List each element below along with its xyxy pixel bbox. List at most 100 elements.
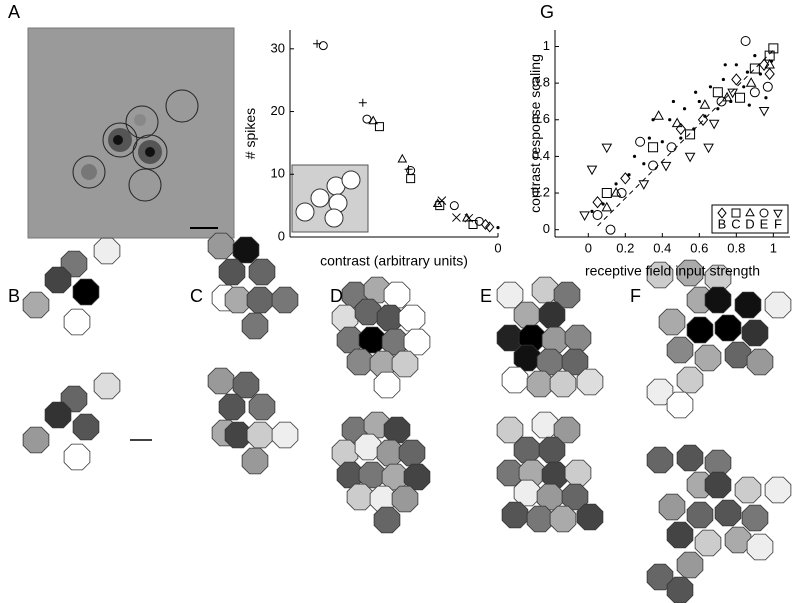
- marker: [592, 210, 603, 221]
- marker: [651, 118, 655, 122]
- cell: [496, 324, 524, 352]
- marker: [675, 122, 686, 136]
- marker: [742, 85, 746, 89]
- cell: [248, 393, 276, 421]
- cell: [207, 232, 235, 260]
- panel-label: A: [8, 2, 20, 22]
- cell: [358, 326, 386, 354]
- cell: [741, 504, 769, 532]
- cell: [232, 236, 260, 264]
- marker: [653, 110, 664, 120]
- panel-label: G: [540, 2, 554, 22]
- marker: [731, 208, 741, 218]
- legend-label: C: [731, 216, 740, 231]
- cell: [658, 493, 686, 521]
- marker: [753, 54, 757, 58]
- cell: [218, 393, 246, 421]
- cell: [526, 370, 554, 398]
- marker: [464, 213, 474, 223]
- cell: [704, 286, 732, 314]
- x-tick-label: 0: [494, 240, 501, 255]
- cell: [398, 439, 426, 467]
- cell: [549, 505, 577, 533]
- y-tick-label: 0.6: [532, 111, 550, 126]
- cell: [93, 372, 121, 400]
- marker: [647, 136, 651, 140]
- marker: [586, 165, 598, 176]
- marker: [671, 117, 683, 128]
- cell: [373, 506, 401, 534]
- marker: [723, 63, 727, 67]
- marker: [749, 87, 760, 98]
- cell: [501, 366, 529, 394]
- cell: [646, 446, 674, 474]
- cell: [646, 563, 674, 591]
- marker: [616, 188, 627, 199]
- cell: [271, 421, 299, 449]
- marker: [703, 114, 707, 118]
- cell: [694, 344, 722, 372]
- x-tick-label: 0: [585, 240, 592, 255]
- marker: [684, 152, 696, 163]
- cell: [232, 371, 260, 399]
- cell: [538, 436, 566, 464]
- marker: [762, 81, 773, 92]
- cell: [576, 503, 604, 531]
- marker: [358, 98, 367, 107]
- cell: [60, 250, 88, 278]
- cell: [513, 344, 541, 372]
- cell: [513, 436, 541, 464]
- cell: [501, 501, 529, 529]
- cell: [666, 521, 694, 549]
- marker: [601, 202, 605, 206]
- marker: [610, 187, 622, 197]
- cell: [207, 367, 235, 395]
- y-tick-label: 30: [271, 40, 285, 55]
- cell: [60, 385, 88, 413]
- legend-label: B: [718, 216, 727, 231]
- y-axis-label: # spikes: [242, 108, 258, 159]
- panel-label: E: [480, 286, 492, 306]
- cell: [224, 286, 252, 314]
- marker: [635, 136, 646, 147]
- cell: [526, 505, 554, 533]
- x-tick-label: 0.2: [616, 240, 634, 255]
- y-tick-label: 20: [271, 103, 285, 118]
- marker: [601, 143, 613, 154]
- legend-label: E: [760, 216, 769, 231]
- marker: [660, 161, 672, 172]
- marker: [474, 216, 484, 226]
- marker: [692, 127, 696, 131]
- cell: [218, 258, 246, 286]
- marker: [614, 182, 618, 186]
- y-tick-label: 0.8: [532, 75, 550, 90]
- marker: [648, 142, 659, 153]
- panel-label: B: [8, 286, 20, 306]
- cell: [694, 529, 722, 557]
- marker: [632, 154, 637, 158]
- marker: [745, 77, 757, 87]
- marker: [406, 174, 416, 184]
- marker: [703, 143, 714, 154]
- cell: [241, 447, 269, 475]
- marker: [671, 99, 676, 104]
- x-axis-label: contrast (arbitrary units): [320, 253, 468, 269]
- cell: [764, 476, 792, 504]
- cell: [658, 308, 686, 336]
- marker: [461, 212, 472, 222]
- marker: [708, 119, 720, 130]
- marker: [660, 140, 664, 144]
- cell: [22, 291, 50, 319]
- cell: [354, 298, 382, 326]
- cell: [496, 281, 524, 309]
- marker: [699, 99, 711, 109]
- cell: [72, 413, 100, 441]
- legend-label: D: [745, 216, 754, 231]
- cell: [724, 526, 752, 554]
- marker: [721, 77, 725, 82]
- y-tick-label: 0.2: [532, 184, 550, 199]
- cell: [346, 483, 374, 511]
- marker: [717, 207, 727, 219]
- marker: [368, 115, 379, 125]
